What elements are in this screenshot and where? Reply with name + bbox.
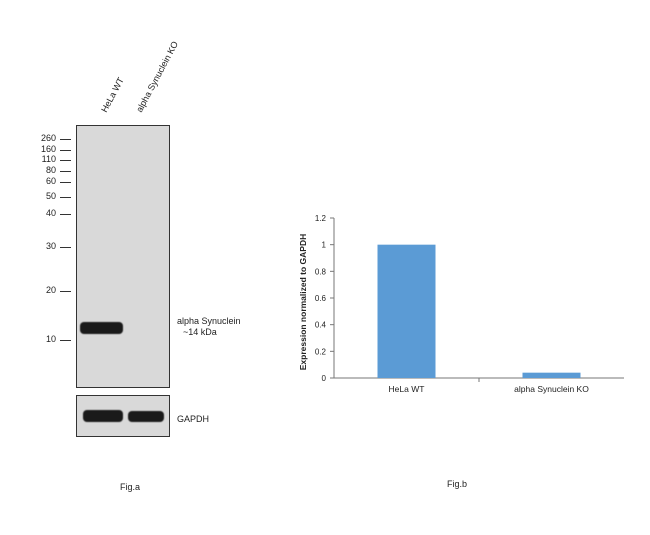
mw-marker-label: 110 [41, 154, 56, 164]
mw-marker-tick [60, 171, 71, 172]
lane-label-hela-wt: HeLa WT [99, 75, 126, 114]
target-size-label: ~14 kDa [183, 327, 217, 337]
bar [377, 244, 436, 378]
mw-marker-tick [60, 340, 71, 341]
mw-marker-tick [60, 139, 71, 140]
target-protein-label: alpha Synuclein [177, 316, 241, 326]
mw-marker-tick [60, 150, 71, 151]
bar [522, 372, 581, 378]
mw-marker-tick [60, 247, 71, 248]
mw-marker-tick [60, 160, 71, 161]
bar-chart: 0 0.2 0.4 0.6 0.8 1 1.2 HeLa WT alpha Synuclein … [298, 214, 624, 394]
y-tick-label: 0 [322, 374, 327, 383]
alpha-synuclein-band [80, 322, 123, 334]
blot-main-panel [76, 125, 170, 388]
mw-marker-label: 160 [40, 144, 56, 154]
mw-marker-label: 60 [45, 176, 56, 186]
mw-marker-tick [60, 291, 71, 292]
mw-marker-label: 260 [40, 133, 56, 143]
mw-marker-tick [60, 182, 71, 183]
y-tick-label: 1 [322, 241, 327, 250]
y-tick-label: 1.2 [315, 214, 327, 223]
lane-label-ko: alpha Synuclein KO [134, 39, 181, 115]
figure-a-caption: Fig.a [120, 482, 141, 492]
mw-marker-label: 50 [45, 191, 56, 201]
blot-gapdh-panel [76, 395, 170, 437]
gapdh-band-ko [128, 411, 164, 422]
mw-marker-label: 30 [45, 241, 56, 251]
mw-marker-tick [60, 197, 71, 198]
y-tick-label: 0.2 [315, 347, 327, 356]
mw-marker-label: 80 [45, 165, 56, 175]
mw-marker-label: 10 [45, 334, 56, 344]
figure-b-caption: Fig.b [447, 479, 468, 489]
y-tick-label: 0.8 [315, 267, 327, 276]
x-tick-label: HeLa WT [389, 384, 425, 394]
loading-control-label: GAPDH [177, 414, 210, 424]
y-tick-label: 0.6 [315, 294, 327, 303]
x-tick-label: alpha Synuclein KO [514, 384, 589, 394]
mw-marker-label: 20 [45, 285, 56, 295]
y-tick-label: 0.4 [315, 321, 327, 330]
mw-marker-tick [60, 214, 71, 215]
mw-marker-label: 40 [45, 208, 56, 218]
y-axis-label: Expression normalized to GAPDH [298, 234, 308, 371]
gapdh-band-hela-wt [83, 410, 123, 422]
